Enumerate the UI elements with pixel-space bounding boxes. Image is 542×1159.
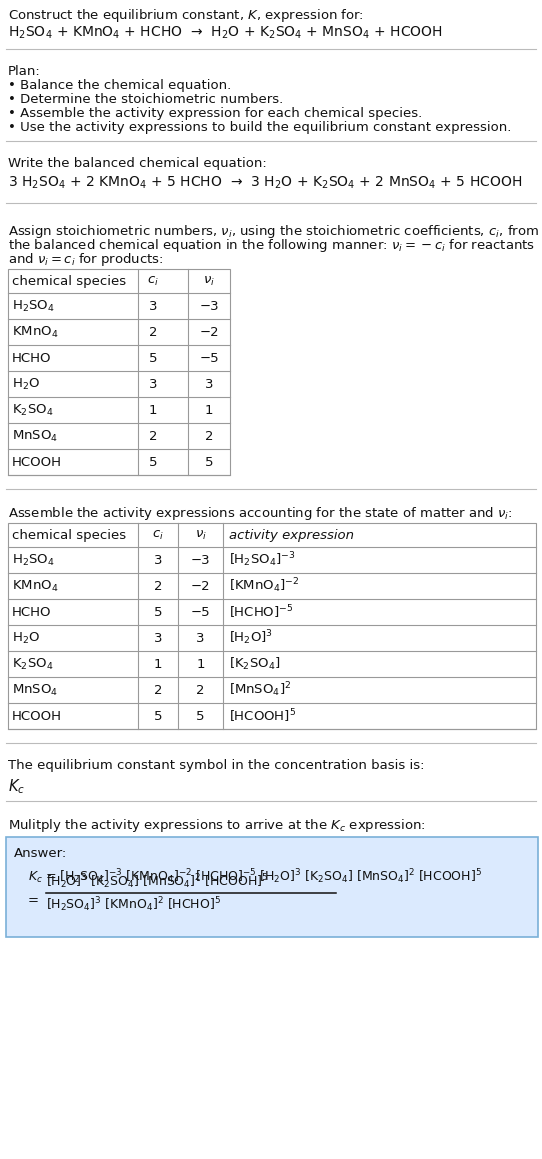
Text: Plan:: Plan: — [8, 65, 41, 78]
Text: [H$_2$O]$^3$: [H$_2$O]$^3$ — [229, 628, 273, 648]
Text: MnSO$_4$: MnSO$_4$ — [12, 683, 58, 698]
Text: 5: 5 — [196, 709, 205, 722]
Text: −5: −5 — [191, 605, 210, 619]
Text: Assign stoichiometric numbers, $\nu_i$, using the stoichiometric coefficients, $: Assign stoichiometric numbers, $\nu_i$, … — [8, 223, 539, 240]
Text: KMnO$_4$: KMnO$_4$ — [12, 578, 59, 593]
Text: H$_2$SO$_4$ + KMnO$_4$ + HCHO  →  H$_2$O + K$_2$SO$_4$ + MnSO$_4$ + HCOOH: H$_2$SO$_4$ + KMnO$_4$ + HCHO → H$_2$O +… — [8, 25, 443, 42]
Text: [MnSO$_4$]$^2$: [MnSO$_4$]$^2$ — [229, 680, 292, 699]
Text: 5: 5 — [205, 455, 213, 468]
Text: Mulitply the activity expressions to arrive at the $K_c$ expression:: Mulitply the activity expressions to arr… — [8, 817, 426, 834]
Text: 2: 2 — [196, 684, 205, 697]
Text: 5: 5 — [149, 455, 157, 468]
Text: −5: −5 — [199, 351, 219, 364]
Text: 3: 3 — [154, 632, 162, 644]
Text: −3: −3 — [199, 299, 219, 313]
Text: HCHO: HCHO — [12, 605, 51, 619]
Text: [KMnO$_4$]$^{-2}$: [KMnO$_4$]$^{-2}$ — [229, 577, 300, 596]
Text: Write the balanced chemical equation:: Write the balanced chemical equation: — [8, 156, 267, 170]
Text: H$_2$SO$_4$: H$_2$SO$_4$ — [12, 299, 55, 314]
Text: 2: 2 — [149, 430, 157, 443]
Text: 1: 1 — [205, 403, 213, 416]
Text: 2: 2 — [205, 430, 213, 443]
Text: 3: 3 — [205, 378, 213, 391]
Text: $K_c$ = [H$_2$SO$_4$]$^{-3}$ [KMnO$_4$]$^{-2}$ [HCHO]$^{-5}$ [H$_2$O]$^3$ [K$_2$: $K_c$ = [H$_2$SO$_4$]$^{-3}$ [KMnO$_4$]$… — [28, 867, 482, 885]
Bar — [8, 269, 230, 475]
Text: $c_i$: $c_i$ — [147, 275, 159, 287]
Text: • Assemble the activity expression for each chemical species.: • Assemble the activity expression for e… — [8, 107, 422, 121]
Text: K$_2$SO$_4$: K$_2$SO$_4$ — [12, 402, 53, 417]
Text: Construct the equilibrium constant, $K$, expression for:: Construct the equilibrium constant, $K$,… — [8, 7, 364, 24]
Text: 1: 1 — [154, 657, 162, 671]
Text: 1: 1 — [149, 403, 157, 416]
Text: 1: 1 — [196, 657, 205, 671]
Text: the balanced chemical equation in the following manner: $\nu_i = -c_i$ for react: the balanced chemical equation in the fo… — [8, 236, 535, 254]
Text: H$_2$O: H$_2$O — [12, 630, 40, 646]
Text: 5: 5 — [154, 709, 162, 722]
Text: MnSO$_4$: MnSO$_4$ — [12, 429, 58, 444]
Text: 2: 2 — [154, 580, 162, 592]
Text: 3: 3 — [196, 632, 205, 644]
Text: =: = — [28, 895, 39, 907]
Text: chemical species: chemical species — [12, 275, 126, 287]
Text: • Balance the chemical equation.: • Balance the chemical equation. — [8, 79, 231, 92]
Text: [H$_2$SO$_4$]$^{-3}$: [H$_2$SO$_4$]$^{-3}$ — [229, 551, 295, 569]
Text: KMnO$_4$: KMnO$_4$ — [12, 325, 59, 340]
Text: • Use the activity expressions to build the equilibrium constant expression.: • Use the activity expressions to build … — [8, 121, 511, 134]
Text: $\nu_i$: $\nu_i$ — [195, 529, 207, 541]
Text: −2: −2 — [199, 326, 219, 338]
Text: [K$_2$SO$_4$]: [K$_2$SO$_4$] — [229, 656, 281, 672]
Text: $c_i$: $c_i$ — [152, 529, 164, 541]
Text: chemical species: chemical species — [12, 529, 126, 541]
Text: 2: 2 — [154, 684, 162, 697]
Text: Assemble the activity expressions accounting for the state of matter and $\nu_i$: Assemble the activity expressions accoun… — [8, 505, 513, 522]
Text: H$_2$SO$_4$: H$_2$SO$_4$ — [12, 553, 55, 568]
Text: K$_2$SO$_4$: K$_2$SO$_4$ — [12, 656, 53, 671]
Text: −2: −2 — [191, 580, 210, 592]
Text: Answer:: Answer: — [14, 847, 67, 860]
Text: 3 H$_2$SO$_4$ + 2 KMnO$_4$ + 5 HCHO  →  3 H$_2$O + K$_2$SO$_4$ + 2 MnSO$_4$ + 5 : 3 H$_2$SO$_4$ + 2 KMnO$_4$ + 5 HCHO → 3 … — [8, 175, 522, 191]
Text: [HCOOH]$^5$: [HCOOH]$^5$ — [229, 707, 296, 724]
Text: HCOOH: HCOOH — [12, 709, 62, 722]
Text: 3: 3 — [149, 299, 157, 313]
Text: HCOOH: HCOOH — [12, 455, 62, 468]
Text: $K_c$: $K_c$ — [8, 777, 25, 796]
Text: 3: 3 — [149, 378, 157, 391]
Text: 2: 2 — [149, 326, 157, 338]
Text: 5: 5 — [154, 605, 162, 619]
Text: • Determine the stoichiometric numbers.: • Determine the stoichiometric numbers. — [8, 93, 283, 105]
FancyBboxPatch shape — [6, 837, 538, 936]
Text: $\nu_i$: $\nu_i$ — [203, 275, 215, 287]
Text: [H$_2$SO$_4$]$^3$ [KMnO$_4$]$^2$ [HCHO]$^5$: [H$_2$SO$_4$]$^3$ [KMnO$_4$]$^2$ [HCHO]$… — [46, 895, 221, 913]
Text: 5: 5 — [149, 351, 157, 364]
Text: H$_2$O: H$_2$O — [12, 377, 40, 392]
Text: 3: 3 — [154, 554, 162, 567]
Text: [HCHO]$^{-5}$: [HCHO]$^{-5}$ — [229, 603, 293, 621]
Text: HCHO: HCHO — [12, 351, 51, 364]
Text: [H$_2$O]$^3$ [K$_2$SO$_4$] [MnSO$_4$]$^2$ [HCOOH]$^5$: [H$_2$O]$^3$ [K$_2$SO$_4$] [MnSO$_4$]$^2… — [46, 873, 268, 891]
Text: and $\nu_i = c_i$ for products:: and $\nu_i = c_i$ for products: — [8, 252, 164, 268]
Text: activity expression: activity expression — [229, 529, 354, 541]
Text: −3: −3 — [191, 554, 210, 567]
Bar — [8, 523, 536, 729]
Text: The equilibrium constant symbol in the concentration basis is:: The equilibrium constant symbol in the c… — [8, 759, 424, 772]
